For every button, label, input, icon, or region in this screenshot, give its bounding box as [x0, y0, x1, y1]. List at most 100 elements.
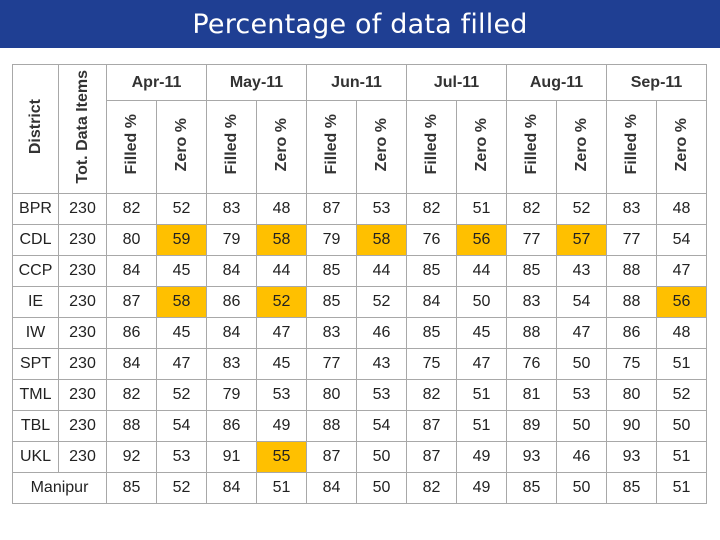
filled-pct-cell: 86	[206, 286, 258, 318]
filled-pct-cell: 87	[306, 193, 358, 225]
zero-pct-cell: 56	[656, 286, 708, 318]
zero-pct-cell: 47	[656, 255, 708, 287]
zero-pct-cell: 50	[656, 410, 708, 442]
filled-pct-cell: 88	[606, 286, 658, 318]
zero-pct-cell: 59	[155, 224, 208, 256]
filled-pct-cell: 79	[206, 224, 258, 256]
total-items-cell: 230	[58, 286, 107, 318]
zero-pct-cell: 44	[356, 255, 408, 287]
zero-pct-cell: 50	[456, 286, 508, 318]
filled-pct-cell: 93	[506, 441, 558, 473]
zero-pct-cell: 47	[456, 348, 508, 380]
filled-pct-cell: 86	[606, 317, 658, 349]
table-row: TML 230 82 52 79 53 80 53 82 51 81 53 80 52	[12, 379, 708, 411]
month-header: Jul-11	[406, 64, 508, 101]
zero-pct-cell: 46	[356, 317, 408, 349]
zero-pct-cell: 49	[456, 441, 508, 473]
total-items-cell: 230	[58, 348, 107, 380]
zero-pct-cell: 45	[155, 255, 208, 287]
zero-pct-cell: 45	[256, 348, 308, 380]
zero-pct-cell: 50	[556, 348, 608, 380]
filled-pct-cell: 79	[206, 379, 258, 411]
filled-pct-cell: 88	[306, 410, 358, 442]
zero-pct-cell: 52	[256, 286, 308, 318]
zero-pct-cell: 54	[556, 286, 608, 318]
filled-pct-cell: 91	[206, 441, 258, 473]
filled-pct-cell: 77	[506, 224, 558, 256]
zero-pct-cell: 53	[556, 379, 608, 411]
filled-pct-cell: 85	[506, 472, 558, 504]
filled-pct-cell: 87	[106, 286, 157, 318]
filled-pct-cell: 84	[106, 348, 157, 380]
zero-pct-header: Zero %	[556, 100, 608, 194]
zero-pct-cell: 57	[556, 224, 608, 256]
filled-pct-cell: 77	[306, 348, 358, 380]
total-items-cell: 230	[58, 224, 107, 256]
table-row: CDL 230 80 59 79 58 79 58 76 56 77 57 77 54	[12, 224, 708, 256]
total-items-cell: 230	[58, 410, 107, 442]
total-items-cell: 230	[58, 379, 107, 411]
zero-pct-cell: 43	[556, 255, 608, 287]
total-items-cell: 230	[58, 441, 107, 473]
filled-pct-header: Filled %	[406, 100, 458, 194]
zero-pct-cell: 58	[356, 224, 408, 256]
sub-header-row: Filled % Zero % Filled % Zero % Filled % Zero…	[13, 100, 708, 194]
filled-pct-cell: 83	[606, 193, 658, 225]
zero-pct-cell: 43	[356, 348, 408, 380]
filled-pct-cell: 85	[406, 317, 458, 349]
zero-pct-cell: 52	[155, 193, 208, 225]
filled-pct-cell: 83	[206, 348, 258, 380]
zero-pct-cell: 45	[456, 317, 508, 349]
district-cell: TML	[12, 379, 59, 411]
filled-pct-cell: 82	[506, 193, 558, 225]
district-cell: CDL	[12, 224, 59, 256]
zero-pct-cell: 44	[456, 255, 508, 287]
zero-pct-header: Zero %	[656, 100, 708, 194]
filled-pct-cell: 92	[106, 441, 157, 473]
filled-pct-cell: 89	[506, 410, 558, 442]
filled-pct-cell: 83	[506, 286, 558, 318]
filled-pct-cell: 85	[306, 286, 358, 318]
table-row: CCP 230 84 45 84 44 85 44 85 44 85 43 88 47	[12, 255, 708, 287]
total-items-cell: 230	[58, 193, 107, 225]
table-body: BPR 230 82 52 83 48 87 53 82 51 82 52 83 48 CDL 230 80 59…	[12, 193, 708, 504]
filled-pct-header: Filled %	[206, 100, 258, 194]
filled-pct-cell: 84	[206, 317, 258, 349]
filled-pct-cell: 76	[506, 348, 558, 380]
data-table: District Tot. Data Items Apr-11 May-11 J…	[12, 64, 708, 504]
filled-pct-cell: 82	[106, 193, 157, 225]
filled-pct-cell: 84	[206, 255, 258, 287]
zero-pct-cell: 53	[256, 379, 308, 411]
filled-pct-cell: 88	[606, 255, 658, 287]
zero-pct-cell: 50	[556, 410, 608, 442]
filled-pct-cell: 82	[406, 193, 458, 225]
zero-pct-cell: 47	[155, 348, 208, 380]
zero-pct-cell: 49	[256, 410, 308, 442]
filled-pct-cell: 79	[306, 224, 358, 256]
filled-pct-cell: 82	[406, 379, 458, 411]
total-header: Tot. Data Items	[58, 64, 107, 194]
zero-pct-cell: 51	[656, 472, 708, 504]
zero-pct-cell: 48	[656, 193, 708, 225]
filled-pct-header: Filled %	[506, 100, 558, 194]
filled-pct-cell: 88	[506, 317, 558, 349]
zero-pct-cell: 50	[356, 441, 408, 473]
zero-pct-cell: 51	[456, 193, 508, 225]
filled-pct-header: Filled %	[306, 100, 358, 194]
table-row: IW 230 86 45 84 47 83 46 85 45 88 47 86 48	[12, 317, 708, 349]
filled-pct-cell: 84	[106, 255, 157, 287]
filled-pct-cell: 84	[306, 472, 358, 504]
filled-pct-cell: 85	[606, 472, 658, 504]
filled-pct-cell: 87	[406, 441, 458, 473]
filled-pct-cell: 85	[106, 472, 157, 504]
zero-pct-cell: 52	[155, 379, 208, 411]
month-header: Aug-11	[506, 64, 608, 101]
zero-pct-cell: 53	[155, 441, 208, 473]
district-cell: TBL	[12, 410, 59, 442]
zero-pct-cell: 54	[656, 224, 708, 256]
table-row: BPR 230 82 52 83 48 87 53 82 51 82 52 83 48	[12, 193, 708, 225]
zero-pct-cell: 47	[256, 317, 308, 349]
district-cell: Manipur	[12, 472, 107, 504]
zero-pct-cell: 45	[155, 317, 208, 349]
zero-pct-cell: 51	[656, 441, 708, 473]
